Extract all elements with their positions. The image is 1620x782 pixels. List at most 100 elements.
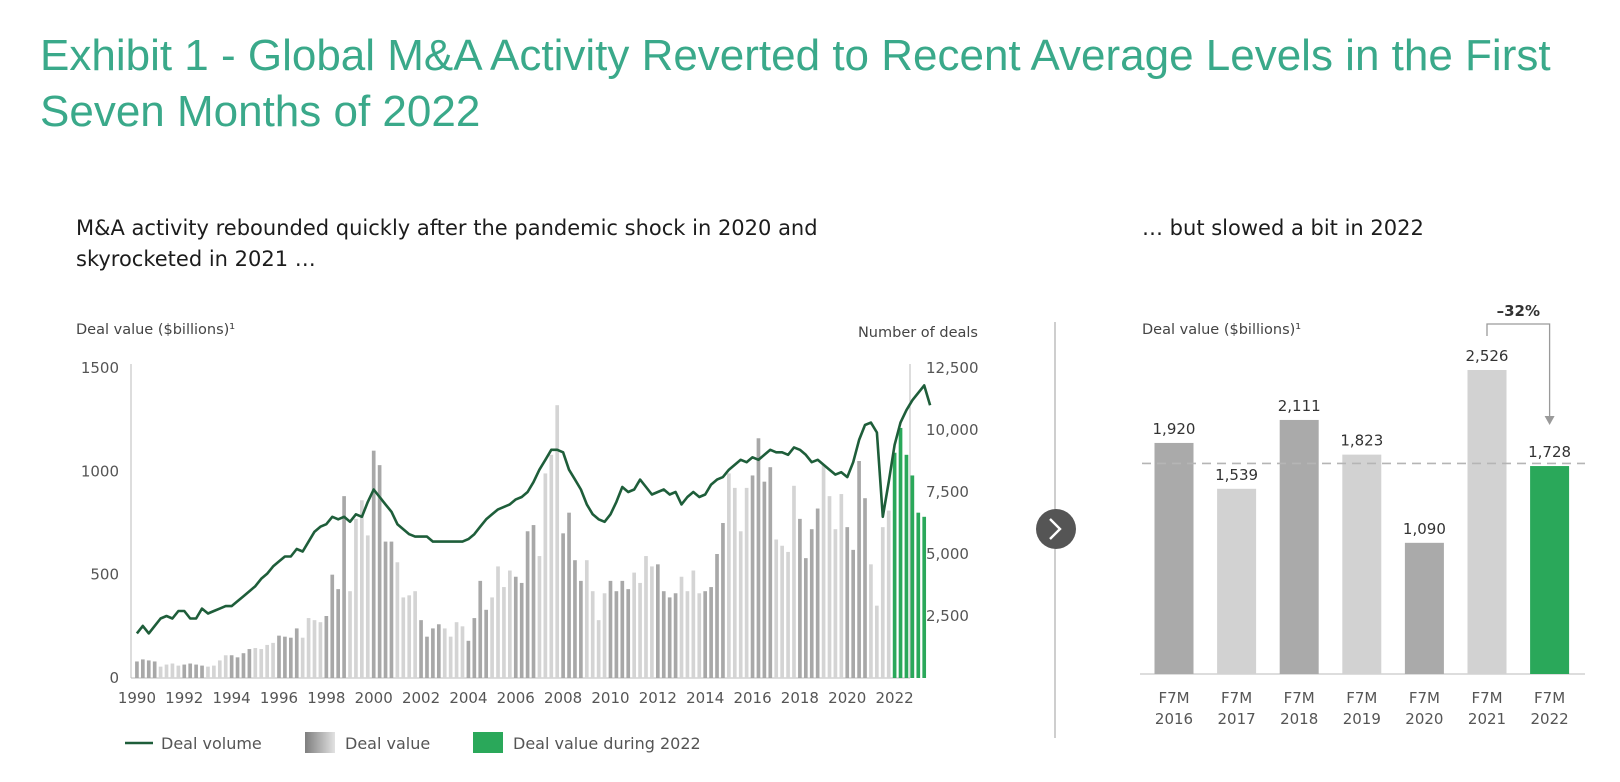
deal-value-bar (579, 580, 583, 678)
deal-value-bar (395, 562, 400, 678)
left-y-tick-label: 500 (90, 566, 119, 584)
x-tick-label: 2008 (544, 689, 582, 707)
deal-value-bar (833, 529, 838, 678)
bar-value-label: 1,539 (1215, 466, 1258, 484)
deal-value-bar (667, 597, 672, 678)
deal-value-bar (490, 597, 494, 678)
deal-value-bar (212, 665, 216, 678)
legend-label-deal-value: Deal value (345, 734, 430, 753)
left-chart-subtitle: M&A activity rebounded quickly after the… (76, 216, 818, 271)
deal-value-bar (916, 512, 921, 678)
deal-value-bar (709, 587, 713, 678)
legend-swatch-deal-value-2022 (473, 732, 503, 753)
deal-value-bar (342, 496, 346, 678)
deal-value-bar (620, 580, 625, 678)
deal-value-bar (762, 481, 767, 678)
deal-value-bar (543, 473, 548, 678)
deal-value-bar (152, 661, 157, 678)
x-tick-label: 2004 (449, 689, 487, 707)
deal-value-bar (732, 487, 737, 678)
deal-value-bar (519, 582, 524, 678)
bar-value-label: 2,111 (1278, 397, 1321, 415)
deal-value-bar (803, 558, 808, 678)
right-y-axis-label: Deal value ($billions)¹ (1142, 322, 1301, 338)
right-y-tick-label: 7,500 (926, 483, 969, 501)
x-tick-label: 2006 (497, 689, 535, 707)
x-tick-label: 2012 (639, 689, 677, 707)
deal-value-bar (863, 498, 867, 678)
deal-value-bar (217, 660, 222, 678)
deal-value-bar (336, 589, 341, 678)
deal-value-bar (886, 510, 891, 678)
left-y-tick-label: 1500 (81, 359, 119, 377)
deal-value-bar (513, 576, 518, 678)
deal-value-bar (188, 663, 193, 678)
deal-value-bar (176, 665, 181, 678)
f7m-bar (1467, 370, 1507, 674)
deal-value-bar (567, 512, 571, 678)
deal-value-bar (839, 494, 844, 678)
x-tick-label: 2022 (876, 689, 914, 707)
deal-value-bar (531, 525, 536, 678)
decline-arrow-head-icon (1544, 416, 1555, 426)
deal-value-bar (555, 405, 560, 678)
chevron-right-icon[interactable] (1036, 509, 1076, 549)
deal-value-bar (360, 500, 364, 678)
deal-value-bar (223, 655, 228, 678)
deal-value-bar (277, 635, 281, 678)
deal-value-bar (590, 591, 595, 678)
deal-value-bar (584, 560, 589, 678)
deal-value-bar (371, 450, 376, 678)
x-tick-label: 1994 (213, 689, 251, 707)
bar-value-label: 1,823 (1340, 432, 1383, 450)
deal-value-bar (525, 531, 530, 678)
deal-value-bar (573, 560, 577, 678)
x-tick-label: 1990 (118, 689, 156, 707)
deal-value-bar (602, 593, 607, 678)
deal-value-bar (857, 461, 861, 678)
deal-value-bar (448, 636, 453, 678)
deal-value-bar (632, 572, 636, 678)
deal-value-bar (484, 609, 489, 678)
deal-value-bar (146, 660, 151, 678)
deal-value-bar (780, 545, 784, 678)
deal-value-bar (354, 518, 358, 678)
deal-value-bar (141, 659, 145, 678)
deal-value-bar (910, 475, 915, 678)
x-tick-label: 1992 (165, 689, 203, 707)
deal-value-bar (715, 554, 719, 678)
x-tick-label: 2002 (402, 689, 440, 707)
category-label: F7M 2016 (1155, 689, 1193, 728)
deal-value-bar (744, 487, 749, 678)
deal-value-bar (661, 591, 666, 678)
right-chart-subtitle: … but slowed a bit in 2022 (1142, 216, 1424, 240)
deal-value-bar (685, 591, 690, 678)
deal-value-bar (454, 622, 459, 678)
deal-value-bar (265, 644, 269, 678)
deal-value-bar (875, 605, 879, 678)
category-label: F7M 2019 (1343, 689, 1381, 728)
left-chart: Deal value ($billions)¹ Number of deals 0 5… (76, 322, 979, 753)
deal-value-bar (721, 523, 725, 678)
deal-value-bar (431, 628, 435, 678)
x-tick-label: 2020 (828, 689, 866, 707)
f7m-bar (1279, 419, 1319, 674)
deal-value-bar (365, 535, 370, 678)
deal-value-bar (318, 622, 323, 678)
deal-value-bar (241, 653, 246, 678)
deal-value-bar (697, 593, 702, 678)
right-y-tick-label: 12,500 (926, 359, 979, 377)
deal-value-bar (821, 465, 826, 678)
deal-value-bar (170, 663, 175, 678)
deal-value-bar (472, 618, 477, 678)
chevron-right-icon-circle[interactable] (1036, 509, 1076, 549)
deal-value-bar (561, 533, 565, 678)
chevron-right-icon-glyph[interactable] (1049, 518, 1062, 540)
deal-value-bar (377, 465, 382, 678)
deal-value-bar (608, 580, 613, 678)
deal-value-bar (750, 475, 755, 678)
deal-value-bar (774, 539, 779, 678)
right-y-tick-label: 5,000 (926, 545, 969, 563)
deal-value-bar (135, 661, 139, 678)
deal-value-bar (644, 556, 648, 678)
